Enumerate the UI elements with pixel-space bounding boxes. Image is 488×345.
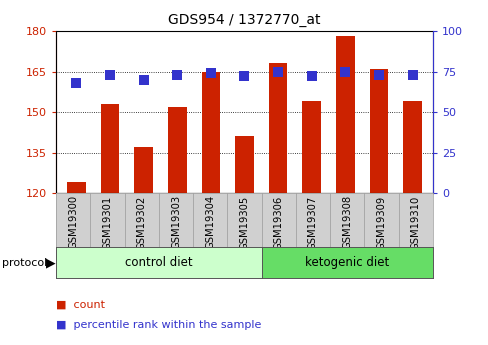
Text: GSM19307: GSM19307: [307, 195, 317, 249]
Point: [140, 77, 147, 82]
Bar: [235, 136, 253, 193]
Point: [374, 72, 382, 78]
Point: [307, 74, 315, 79]
Point: [274, 69, 282, 74]
Bar: [201, 71, 220, 193]
Bar: [268, 63, 287, 193]
Text: ▶: ▶: [45, 256, 55, 269]
Bar: [67, 183, 85, 193]
Text: ketogenic diet: ketogenic diet: [305, 256, 388, 269]
Bar: [335, 37, 354, 193]
Bar: [403, 101, 421, 193]
Bar: [302, 101, 320, 193]
Text: GSM19305: GSM19305: [239, 195, 249, 249]
Text: GSM19309: GSM19309: [376, 195, 386, 249]
Text: GSM19303: GSM19303: [171, 195, 181, 249]
Point: [106, 72, 114, 78]
Point: [240, 74, 248, 79]
Point: [341, 69, 348, 74]
Bar: [134, 147, 153, 193]
Text: control diet: control diet: [125, 256, 192, 269]
Point: [72, 80, 80, 86]
Point: [206, 70, 214, 76]
Point: [173, 72, 181, 78]
Text: GSM19308: GSM19308: [342, 195, 351, 249]
Text: GSM19300: GSM19300: [68, 195, 78, 249]
Text: ■  percentile rank within the sample: ■ percentile rank within the sample: [56, 320, 261, 330]
Text: GSM19306: GSM19306: [273, 195, 283, 249]
Bar: [101, 104, 119, 193]
Title: GDS954 / 1372770_at: GDS954 / 1372770_at: [168, 13, 320, 27]
Point: [408, 72, 416, 78]
Text: GSM19310: GSM19310: [410, 195, 420, 249]
Bar: [369, 69, 387, 193]
Text: GSM19302: GSM19302: [137, 195, 146, 249]
Bar: [168, 107, 186, 193]
Text: ■  count: ■ count: [56, 299, 105, 309]
Text: GSM19304: GSM19304: [205, 195, 215, 249]
Text: GSM19301: GSM19301: [102, 195, 112, 249]
Text: protocol: protocol: [2, 258, 48, 267]
